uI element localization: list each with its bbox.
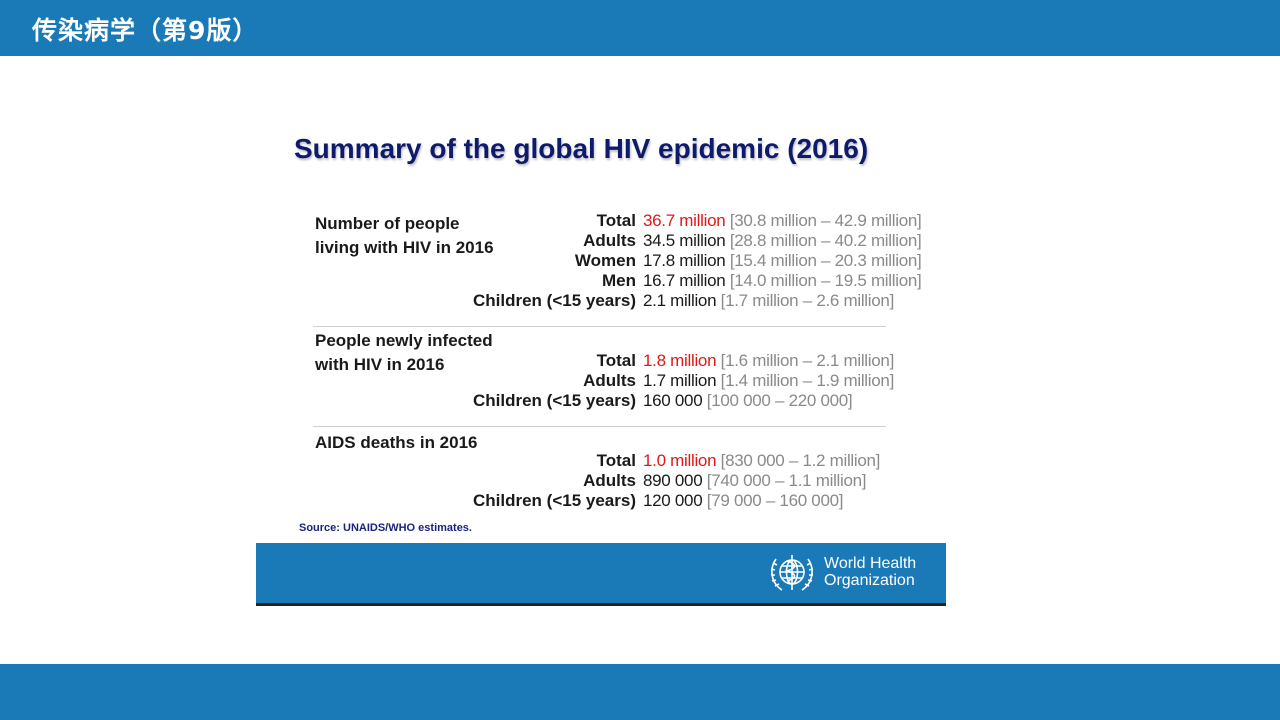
section-heading-line: People newly infected [315,331,493,350]
slide-image: Summary of the global HIV epidemic (2016… [256,117,946,606]
section-heading-line: with HIV in 2016 [315,355,445,374]
section-heading-line: living with HIV in 2016 [315,238,494,257]
data-row: Children (<15 years) 160 000 [100 000 – … [256,391,946,411]
section-heading-line: Number of people [315,214,460,233]
row-label: Adults [583,471,636,490]
section-heading: Number of people living with HIV in 2016 [315,212,494,260]
course-title: 传染病学（第9版） [32,16,259,45]
row-value: 17.8 million [15.4 million – 20.3 millio… [643,251,922,270]
who-emblem-icon [770,555,814,591]
row-range: [15.4 million – 20.3 million] [729,251,922,270]
row-label: Children (<15 years) [473,391,636,410]
row-label: Men [602,271,636,290]
row-label: Children (<15 years) [473,491,636,510]
section-heading: AIDS deaths in 2016 [315,431,478,455]
data-row: Women 17.8 million [15.4 million – 20.3 … [256,251,946,271]
data-row: Total 1.8 million [1.6 million – 2.1 mil… [256,351,946,371]
section-divider [313,326,886,327]
row-label: Adults [583,371,636,390]
footer-bar [0,664,1280,720]
source-note: Source: UNAIDS/WHO estimates. [299,522,472,534]
row-range: [830 000 – 1.2 million] [720,451,881,470]
who-name-line: Organization [824,572,915,589]
section-heading: People newly infected with HIV in 2016 [315,329,493,377]
row-label: Children (<15 years) [473,291,636,310]
row-value: 160 000 [100 000 – 220 000] [643,391,853,410]
data-row: Adults 890 000 [740 000 – 1.1 million] [256,471,946,491]
slide-title: Summary of the global HIV epidemic (2016… [294,133,869,164]
row-range: [14.0 million – 19.5 million] [729,271,922,290]
row-range: [1.7 million – 2.6 million] [720,291,895,310]
row-value: 1.7 million [1.4 million – 1.9 million] [643,371,895,390]
row-range: [1.4 million – 1.9 million] [720,371,895,390]
row-range: [100 000 – 220 000] [706,391,853,410]
row-label: Total [596,211,636,230]
row-label: Total [596,451,636,470]
data-row: Adults 1.7 million [1.4 million – 1.9 mi… [256,371,946,391]
row-value: 1.8 million [1.6 million – 2.1 million] [643,351,895,370]
who-name-line: World Health [824,555,917,572]
data-row: Total 36.7 million [30.8 million – 42.9 … [256,211,946,231]
data-row: Children (<15 years) 2.1 million [1.7 mi… [256,291,946,311]
row-range: [30.8 million – 42.9 million] [729,211,922,230]
row-value: 890 000 [740 000 – 1.1 million] [643,471,867,490]
row-value: 34.5 million [28.8 million – 40.2 millio… [643,231,922,250]
row-range: [28.8 million – 40.2 million] [729,231,922,250]
row-value: 16.7 million [14.0 million – 19.5 millio… [643,271,922,290]
section-divider [313,426,886,427]
row-value: 36.7 million [30.8 million – 42.9 millio… [643,211,922,230]
who-footer-bar: World Health Organization [256,543,946,606]
data-row: Men 16.7 million [14.0 million – 19.5 mi… [256,271,946,291]
header-bar: 传染病学（第9版） [0,0,1280,56]
who-name: World Health Organization [824,555,916,589]
row-range: [1.6 million – 2.1 million] [720,351,895,370]
row-value: 1.0 million [830 000 – 1.2 million] [643,451,881,470]
section-heading-line: AIDS deaths in 2016 [315,433,478,452]
data-row: Adults 34.5 million [28.8 million – 40.2… [256,231,946,251]
row-value: 2.1 million [1.7 million – 2.6 million] [643,291,895,310]
row-label: Women [574,251,636,270]
row-range: [79 000 – 160 000] [706,491,844,510]
row-label: Adults [583,231,636,250]
row-value: 120 000 [79 000 – 160 000] [643,491,844,510]
row-label: Total [596,351,636,370]
data-row: Children (<15 years) 120 000 [79 000 – 1… [256,491,946,511]
row-range: [740 000 – 1.1 million] [706,471,867,490]
data-row: Total 1.0 million [830 000 – 1.2 million… [256,451,946,471]
